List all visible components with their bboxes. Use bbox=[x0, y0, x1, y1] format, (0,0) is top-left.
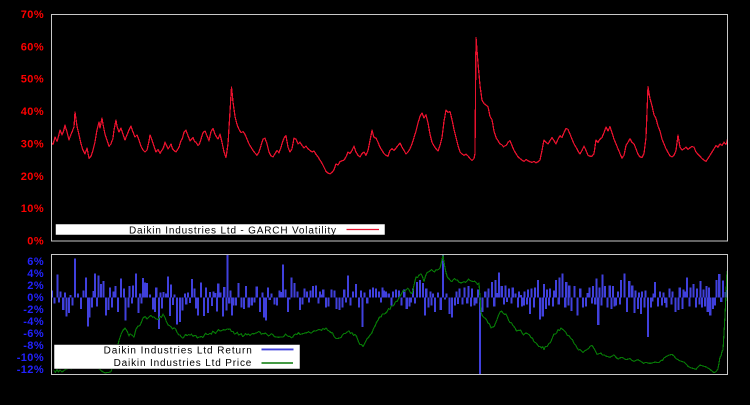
svg-text:0%: 0% bbox=[27, 236, 44, 248]
svg-text:-12%: -12% bbox=[17, 364, 44, 376]
svg-text:-4%: -4% bbox=[23, 316, 44, 328]
svg-text:40%: 40% bbox=[21, 106, 44, 118]
svg-text:6%: 6% bbox=[27, 256, 44, 268]
svg-text:10%: 10% bbox=[21, 203, 44, 215]
svg-text:Daikin Industries Ltd Return: Daikin Industries Ltd Return bbox=[104, 345, 253, 356]
svg-text:30%: 30% bbox=[21, 138, 44, 150]
svg-text:50%: 50% bbox=[21, 74, 44, 86]
svg-text:Daikin Industries Ltd - GARCH: Daikin Industries Ltd - GARCH Volatility bbox=[129, 225, 337, 236]
svg-text:2%: 2% bbox=[27, 280, 44, 292]
svg-text:60%: 60% bbox=[21, 41, 44, 53]
svg-text:70%: 70% bbox=[21, 9, 44, 21]
svg-text:4%: 4% bbox=[27, 268, 44, 280]
svg-text:Daikin Industries Ltd Price: Daikin Industries Ltd Price bbox=[114, 358, 253, 369]
svg-text:-6%: -6% bbox=[23, 328, 44, 340]
svg-text:0%: 0% bbox=[27, 292, 44, 304]
svg-text:-8%: -8% bbox=[23, 340, 44, 352]
svg-text:20%: 20% bbox=[21, 171, 44, 183]
svg-text:-2%: -2% bbox=[23, 304, 44, 316]
svg-text:-10%: -10% bbox=[17, 352, 44, 364]
